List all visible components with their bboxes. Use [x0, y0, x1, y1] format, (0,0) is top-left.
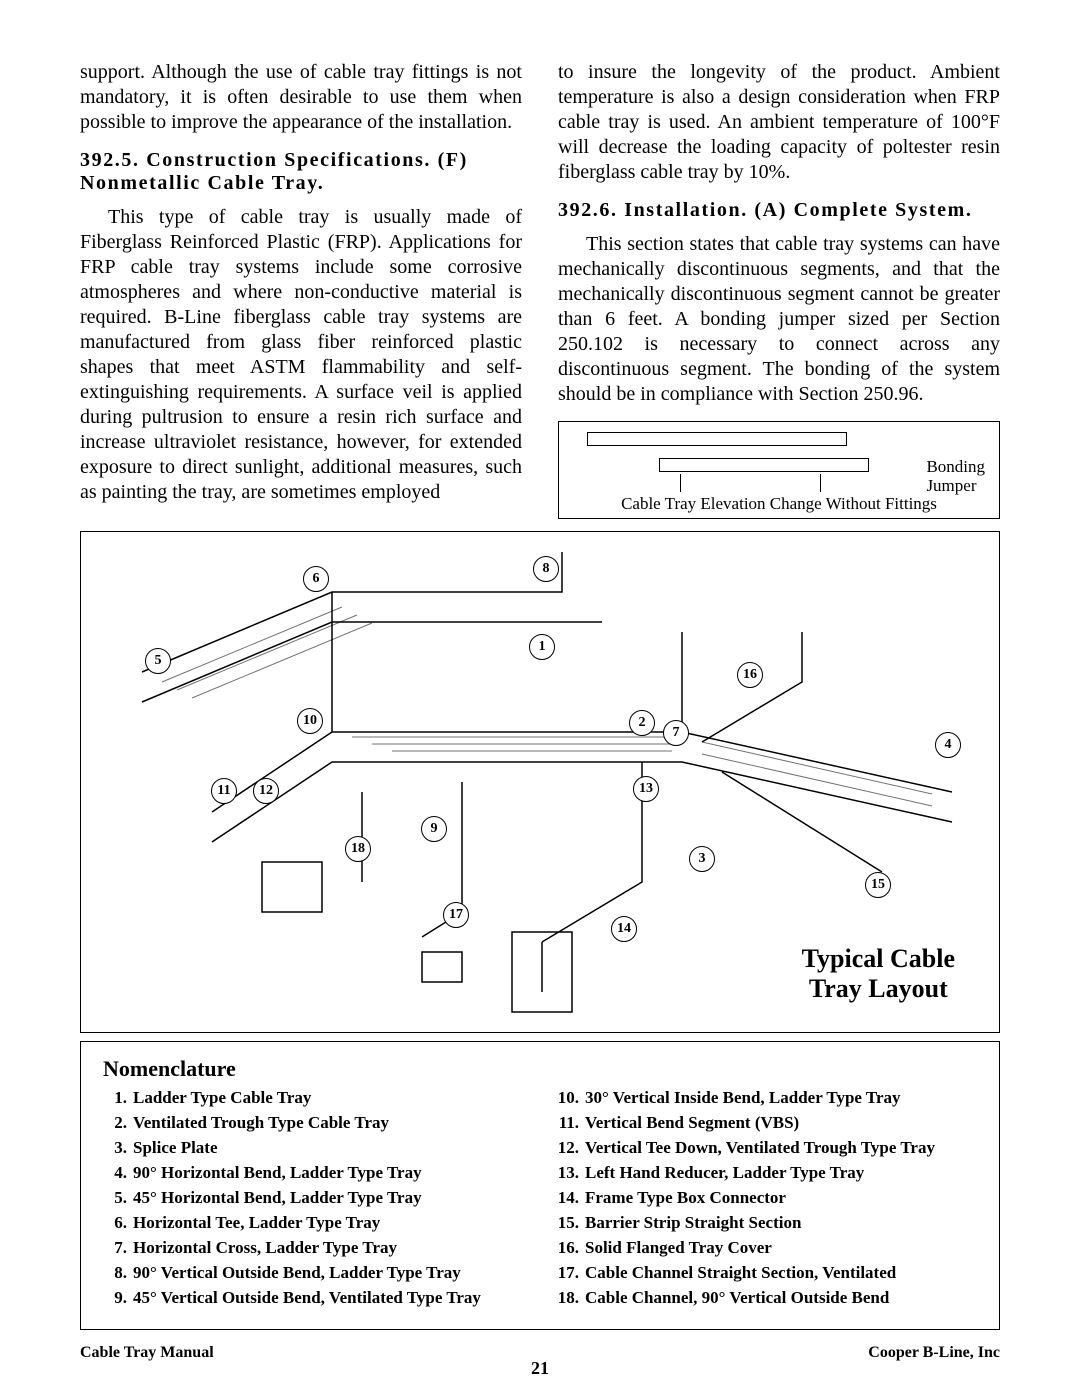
nomenclature-item-text: Vertical Bend Segment (VBS): [585, 1113, 799, 1133]
nomenclature-item: 9.45° Vertical Outside Bend, Ventilated …: [103, 1288, 525, 1308]
callout-5: 5: [145, 648, 171, 674]
nomenclature-item-number: 18.: [555, 1288, 585, 1308]
nomenclature-item: 6.Horizontal Tee, Ladder Type Tray: [103, 1213, 525, 1233]
callout-6: 6: [303, 566, 329, 592]
nomenclature-col-1: 1.Ladder Type Cable Tray2.Ventilated Tro…: [103, 1088, 525, 1313]
layout-title-l2: Tray Layout: [809, 974, 948, 1003]
callout-17: 17: [443, 902, 469, 928]
right-column: to insure the longevity of the product. …: [558, 60, 1000, 519]
nomenclature-item: 5.45° Horizontal Bend, Ladder Type Tray: [103, 1188, 525, 1208]
callout-9: 9: [421, 816, 447, 842]
nomenclature-item: 18.Cable Channel, 90° Vertical Outside B…: [555, 1288, 977, 1308]
callout-15: 15: [865, 872, 891, 898]
nomenclature-item-number: 2.: [103, 1113, 133, 1133]
nomenclature-item: 16.Solid Flanged Tray Cover: [555, 1238, 977, 1258]
callout-4: 4: [935, 732, 961, 758]
nomenclature-item: 11.Vertical Bend Segment (VBS): [555, 1113, 977, 1133]
right-p2: This section states that cable tray syst…: [558, 232, 1000, 407]
text-columns: support. Although the use of cable tray …: [80, 60, 1000, 519]
nomenclature-item-text: Ladder Type Cable Tray: [133, 1088, 311, 1108]
nomenclature-item: 17.Cable Channel Straight Section, Venti…: [555, 1263, 977, 1283]
page-number: 21: [531, 1358, 549, 1379]
layout-title-l1: Typical Cable: [802, 944, 955, 973]
nomenclature-item-number: 6.: [103, 1213, 133, 1233]
nomenclature-item-text: Cable Channel Straight Section, Ventilat…: [585, 1263, 896, 1283]
nomenclature-item-text: Barrier Strip Straight Section: [585, 1213, 801, 1233]
nomenclature-item-number: 13.: [555, 1163, 585, 1183]
nomenclature-item-number: 8.: [103, 1263, 133, 1283]
nomenclature-item-text: 45° Horizontal Bend, Ladder Type Tray: [133, 1188, 422, 1208]
right-heading: 392.6. Installation. (A) Complete System…: [558, 199, 1000, 222]
nomenclature-item-text: Cable Channel, 90° Vertical Outside Bend: [585, 1288, 889, 1308]
bonding-label-l1: Bonding: [926, 457, 985, 476]
nomenclature-item-text: Left Hand Reducer, Ladder Type Tray: [585, 1163, 864, 1183]
nomenclature-item-number: 15.: [555, 1213, 585, 1233]
nomenclature-frame: Nomenclature 1.Ladder Type Cable Tray2.V…: [80, 1041, 1000, 1330]
layout-diagram-frame: Typical Cable Tray Layout 6 8 5 1 16 10 27 4 11 1…: [80, 531, 1000, 1033]
right-p1: to insure the longevity of the product. …: [558, 60, 1000, 185]
nomenclature-item-text: Frame Type Box Connector: [585, 1188, 786, 1208]
footer-right: Cooper B-Line, Inc: [868, 1344, 1000, 1362]
nomenclature-item-number: 5.: [103, 1188, 133, 1208]
bonding-jumper-diagram: Bonding Jumper Cable Tray Elevation Chan…: [558, 421, 1000, 519]
nomenclature-item: 7.Horizontal Cross, Ladder Type Tray: [103, 1238, 525, 1258]
nomenclature-item: 10.30° Vertical Inside Bend, Ladder Type…: [555, 1088, 977, 1108]
callout-3: 3: [689, 846, 715, 872]
callout-7: 7: [663, 720, 689, 746]
callout-1: 1: [529, 634, 555, 660]
callout-2: 2: [629, 710, 655, 736]
nomenclature-item-number: 4.: [103, 1163, 133, 1183]
nomenclature-item-number: 1.: [103, 1088, 133, 1108]
nomenclature-item-text: Splice Plate: [133, 1138, 218, 1158]
nomenclature-item-number: 9.: [103, 1288, 133, 1308]
nomenclature-item-number: 12.: [555, 1138, 585, 1158]
left-p1: support. Although the use of cable tray …: [80, 60, 522, 135]
nomenclature-item: 1.Ladder Type Cable Tray: [103, 1088, 525, 1108]
callout-14: 14: [611, 916, 637, 942]
nomenclature-item-text: 45° Vertical Outside Bend, Ventilated Ty…: [133, 1288, 481, 1308]
callout-11: 11: [211, 778, 237, 804]
nomenclature-item-text: 90° Vertical Outside Bend, Ladder Type T…: [133, 1263, 461, 1283]
layout-title: Typical Cable Tray Layout: [802, 944, 955, 1004]
callout-18: 18: [345, 836, 371, 862]
nomenclature-item-number: 10.: [555, 1088, 585, 1108]
nomenclature-item-text: Horizontal Tee, Ladder Type Tray: [133, 1213, 380, 1233]
nomenclature-item: 4.90° Horizontal Bend, Ladder Type Tray: [103, 1163, 525, 1183]
nomenclature-item: 8.90° Vertical Outside Bend, Ladder Type…: [103, 1263, 525, 1283]
bonding-label-l2: Jumper: [926, 476, 976, 495]
nomenclature-item-number: 17.: [555, 1263, 585, 1283]
nomenclature-item-text: 90° Horizontal Bend, Ladder Type Tray: [133, 1163, 422, 1183]
callout-12: 12: [253, 778, 279, 804]
callout-16: 16: [737, 662, 763, 688]
nomenclature-item: 13.Left Hand Reducer, Ladder Type Tray: [555, 1163, 977, 1183]
callout-8: 8: [533, 556, 559, 582]
bonding-caption: Cable Tray Elevation Change Without Fitt…: [559, 494, 999, 514]
nomenclature-item-number: 16.: [555, 1238, 585, 1258]
nomenclature-item-number: 3.: [103, 1138, 133, 1158]
nomenclature-item: 15.Barrier Strip Straight Section: [555, 1213, 977, 1233]
bonding-label: Bonding Jumper: [926, 458, 985, 495]
callout-10: 10: [297, 708, 323, 734]
nomenclature-item: 14.Frame Type Box Connector: [555, 1188, 977, 1208]
nomenclature-item: 2.Ventilated Trough Type Cable Tray: [103, 1113, 525, 1133]
nomenclature-item-text: Ventilated Trough Type Cable Tray: [133, 1113, 389, 1133]
nomenclature-heading: Nomenclature: [103, 1056, 977, 1082]
nomenclature-item-text: 30° Vertical Inside Bend, Ladder Type Tr…: [585, 1088, 901, 1108]
callout-13: 13: [633, 776, 659, 802]
left-column: support. Although the use of cable tray …: [80, 60, 522, 519]
nomenclature-item-number: 7.: [103, 1238, 133, 1258]
nomenclature-item-number: 11.: [555, 1113, 585, 1133]
left-p2: This type of cable tray is usually made …: [80, 205, 522, 505]
nomenclature-item: 3.Splice Plate: [103, 1138, 525, 1158]
nomenclature-item: 12.Vertical Tee Down, Ventilated Trough …: [555, 1138, 977, 1158]
footer-left: Cable Tray Manual: [80, 1344, 214, 1362]
left-heading: 392.5. Construction Specifications. (F) …: [80, 149, 522, 195]
nomenclature-item-text: Horizontal Cross, Ladder Type Tray: [133, 1238, 397, 1258]
nomenclature-item-text: Vertical Tee Down, Ventilated Trough Typ…: [585, 1138, 935, 1158]
nomenclature-col-2: 10.30° Vertical Inside Bend, Ladder Type…: [555, 1088, 977, 1313]
nomenclature-item-text: Solid Flanged Tray Cover: [585, 1238, 772, 1258]
nomenclature-item-number: 14.: [555, 1188, 585, 1208]
